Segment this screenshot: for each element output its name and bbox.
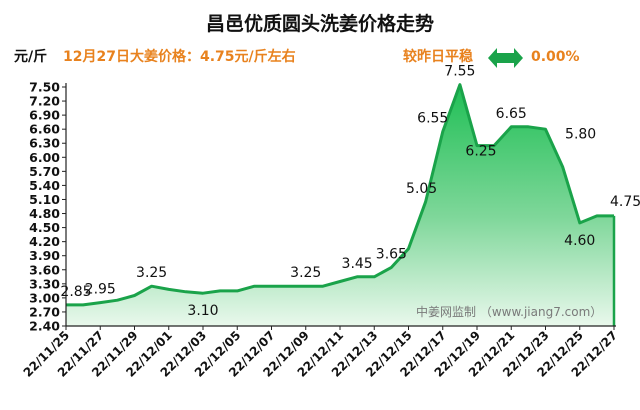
watermark: 中姜网监制 （www.jiang7.com） <box>416 304 602 319</box>
y-tick-label: 2.70 <box>29 304 60 319</box>
data-label: 3.65 <box>376 246 407 262</box>
price-area <box>66 84 614 326</box>
data-label: 5.80 <box>565 127 596 143</box>
data-label: 2.85 <box>60 284 91 300</box>
y-tick-label: 6.00 <box>29 150 60 165</box>
y-tick-label: 5.70 <box>29 164 60 179</box>
y-tick-label: 3.00 <box>29 290 60 305</box>
data-label: 7.55 <box>444 64 475 80</box>
data-label: 3.25 <box>290 265 321 281</box>
y-tick-label: 3.90 <box>29 248 60 263</box>
data-label: 4.75 <box>610 194 640 210</box>
y-tick-label: 4.80 <box>29 206 60 221</box>
y-tick-label: 3.30 <box>29 276 60 291</box>
compare-label: 较昨日平稳 <box>403 48 473 65</box>
data-label: 3.10 <box>187 303 218 319</box>
data-label: 2.95 <box>85 282 116 298</box>
unit-label: 元/斤 <box>14 48 47 65</box>
data-label: 3.25 <box>136 265 167 281</box>
price-line <box>66 83 614 307</box>
y-tick-label: 4.20 <box>29 234 60 249</box>
y-tick-label: 5.10 <box>29 192 60 207</box>
y-tick-label: 6.60 <box>29 122 60 137</box>
y-tick-label: 7.50 <box>29 80 60 95</box>
y-tick-label: 3.60 <box>29 262 60 277</box>
plot-area: 2.402.703.003.303.603.904.204.504.805.10… <box>21 64 640 380</box>
data-label: 6.65 <box>496 106 527 122</box>
chart-title: 昌邑优质圆头洗姜价格走势 <box>206 12 434 35</box>
y-tick-label: 6.90 <box>29 108 60 123</box>
change-percent: 0.00% <box>531 49 580 65</box>
double-arrow-icon <box>488 48 523 68</box>
price-note: 12月27日大姜价格：4.75元/斤左右 <box>63 48 296 65</box>
data-label: 6.55 <box>417 111 448 127</box>
y-tick-label: 5.40 <box>29 178 60 193</box>
data-label: 5.05 <box>406 181 437 197</box>
data-label: 3.45 <box>342 256 373 272</box>
data-label: 4.60 <box>564 233 595 249</box>
y-tick-label: 4.50 <box>29 220 60 235</box>
y-tick-label: 7.20 <box>29 94 60 109</box>
y-tick-label: 2.40 <box>29 319 60 334</box>
y-tick-label: 6.30 <box>29 136 60 151</box>
data-label: 6.25 <box>465 144 496 160</box>
